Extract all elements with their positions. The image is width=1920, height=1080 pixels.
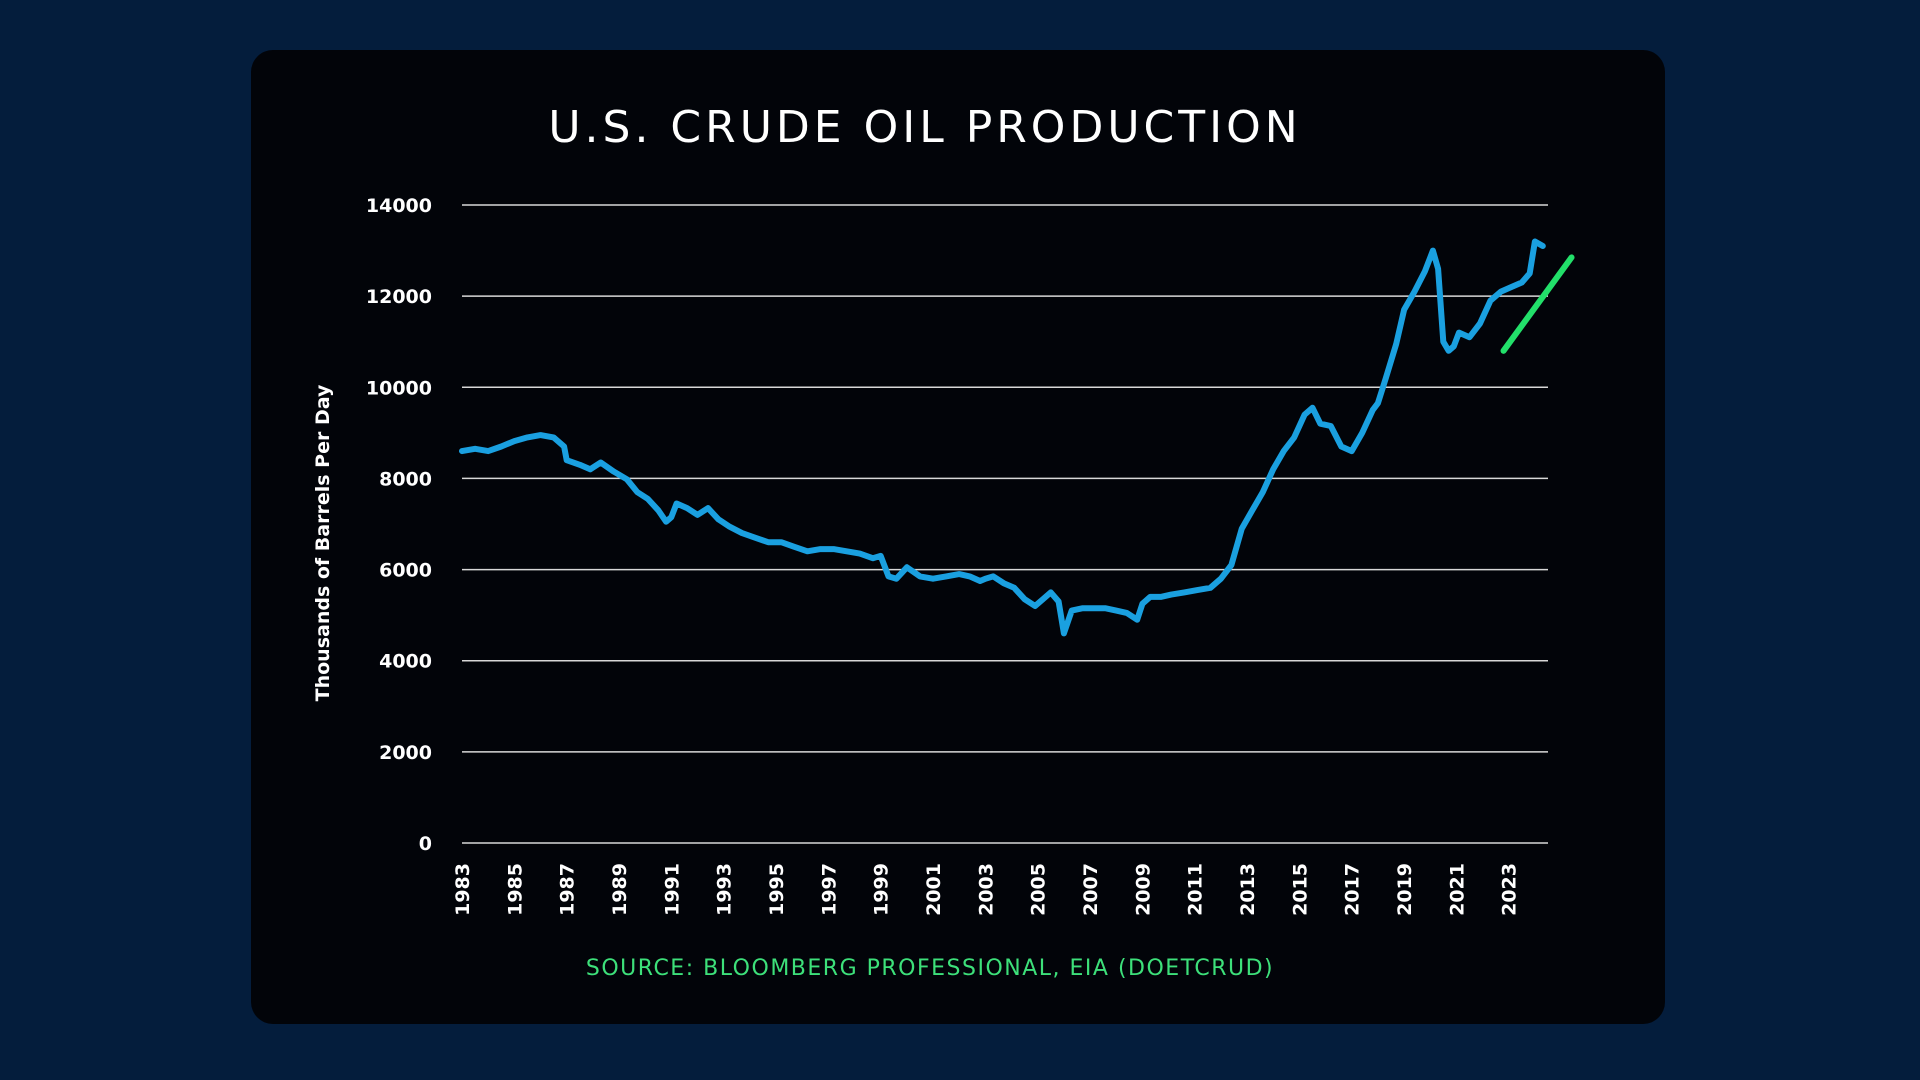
- x-tick-label: 1997: [818, 863, 840, 916]
- y-tick-label: 4000: [379, 651, 432, 673]
- x-tick-label: 2005: [1028, 863, 1050, 916]
- source-note: SOURCE: BLOOMBERG PROFESSIONAL, EIA (DOE…: [585, 956, 1275, 981]
- y-tick-labels: 0 2000 4000 6000 8000 10000 12000 14000: [366, 195, 432, 855]
- x-tick-label: 2019: [1394, 863, 1416, 916]
- y-tick-label: 12000: [366, 286, 432, 308]
- grid-lines: [462, 204, 1548, 844]
- y-tick-label: 14000: [366, 195, 432, 217]
- series-line: [459, 238, 1546, 637]
- x-tick-label: 2021: [1446, 863, 1468, 916]
- x-tick-label: 2001: [923, 863, 945, 916]
- x-tick-label: 2017: [1342, 863, 1364, 916]
- x-tick-label: 2013: [1237, 863, 1259, 916]
- x-tick-label: 2007: [1080, 863, 1102, 916]
- x-tick-label: 1987: [557, 863, 579, 916]
- x-tick-label: 2011: [1185, 863, 1207, 916]
- x-tick-label: 2009: [1132, 863, 1154, 916]
- x-tick-label: 2003: [975, 863, 997, 916]
- y-tick-label: 2000: [379, 742, 432, 764]
- x-tick-label: 1995: [766, 863, 788, 916]
- y-tick-label: 6000: [379, 560, 432, 582]
- x-tick-label: 2023: [1499, 863, 1521, 916]
- x-tick-label: 2015: [1289, 863, 1311, 916]
- x-tick-label: 1983: [452, 863, 474, 916]
- chart-card: [251, 50, 1665, 1024]
- x-tick-label: 1985: [504, 863, 526, 916]
- y-tick-label: 10000: [366, 377, 432, 399]
- y-axis-label: Thousands of Barrels Per Day: [312, 384, 334, 701]
- chart-title: U.S. CRUDE OIL PRODUCTION: [548, 102, 1302, 153]
- x-tick-labels: 1983 1985 1987 1989 1991 1993 1995 1997 1999 2001…: [452, 863, 1521, 916]
- x-tick-label: 1993: [714, 863, 736, 916]
- y-tick-label: 0: [419, 833, 432, 855]
- x-tick-label: 1999: [871, 863, 893, 916]
- x-tick-label: 1989: [609, 863, 631, 916]
- x-tick-label: 1991: [661, 863, 683, 916]
- trend-line: [1500, 254, 1575, 354]
- y-tick-label: 8000: [379, 468, 432, 490]
